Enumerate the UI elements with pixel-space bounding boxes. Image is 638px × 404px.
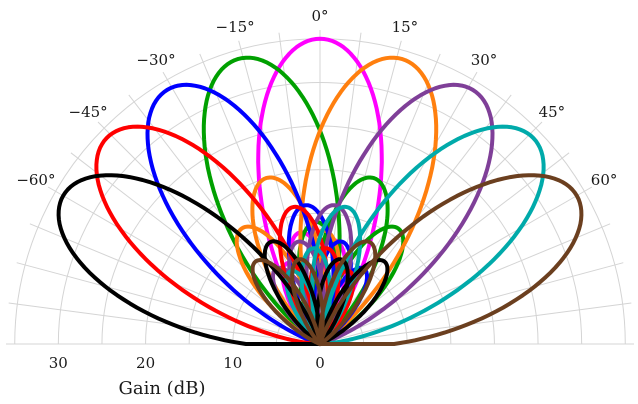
radial-axis-title: Gain (dB)	[119, 378, 206, 399]
grid-spoke	[319, 186, 593, 345]
beam-lobe	[250, 258, 322, 346]
angle-tick-label: 15°	[392, 18, 419, 36]
angle-tick-label: 0°	[311, 7, 328, 25]
angle-tick-label: 30°	[471, 51, 498, 69]
beam-lobe	[318, 258, 390, 346]
beam-lobes	[56, 36, 584, 346]
angle-tick-label: 60°	[591, 171, 618, 189]
radial-tick-label: 20	[136, 354, 155, 372]
beam-lobe	[290, 257, 325, 346]
radial-tick-label: 10	[223, 354, 242, 372]
angle-tick-label: −15°	[216, 18, 255, 36]
grid-spoke	[47, 186, 321, 345]
grid-spoke	[319, 262, 624, 345]
grid-spoke	[8, 302, 321, 345]
beam-lobe	[318, 173, 584, 346]
beam-lobe	[315, 257, 350, 346]
angle-tick-label: 45°	[539, 103, 566, 121]
tick-labels: −60° −45° −30° −15° 0° 15° 30° 45° 60° 0 10 20 30	[16, 7, 617, 372]
radial-tick-label: 30	[49, 354, 68, 372]
angle-tick-label: −30°	[136, 51, 175, 69]
grid-spoke	[16, 262, 321, 345]
beam-lobe	[318, 124, 546, 346]
angle-tick-label: −60°	[16, 171, 55, 189]
angle-tick-label: −45°	[69, 103, 108, 121]
radial-tick-label: 0	[315, 354, 325, 372]
beam-series	[250, 173, 584, 346]
grid-spoke	[319, 302, 632, 345]
